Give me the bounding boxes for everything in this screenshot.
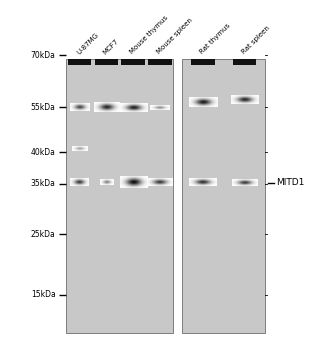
Bar — [191, 59, 215, 65]
Bar — [66, 59, 173, 333]
Text: Rat thymus: Rat thymus — [199, 23, 231, 55]
Text: MITD1: MITD1 — [276, 178, 304, 187]
Text: Rat spleen: Rat spleen — [240, 25, 271, 55]
Bar — [68, 59, 91, 65]
Bar — [233, 59, 256, 65]
Text: MCF7: MCF7 — [102, 37, 120, 55]
Text: 55kDa: 55kDa — [31, 103, 56, 112]
Bar — [95, 59, 118, 65]
Text: 40kDa: 40kDa — [31, 148, 56, 157]
Text: U-87MG: U-87MG — [75, 31, 100, 55]
Text: 70kDa: 70kDa — [31, 51, 56, 60]
Text: Mouse thymus: Mouse thymus — [129, 15, 169, 55]
Text: 15kDa: 15kDa — [31, 290, 56, 299]
Bar — [121, 59, 145, 65]
Text: Mouse spleen: Mouse spleen — [156, 17, 194, 55]
Text: 25kDa: 25kDa — [31, 230, 56, 239]
Bar — [182, 59, 265, 333]
Bar — [148, 59, 172, 65]
Text: 35kDa: 35kDa — [31, 179, 56, 188]
